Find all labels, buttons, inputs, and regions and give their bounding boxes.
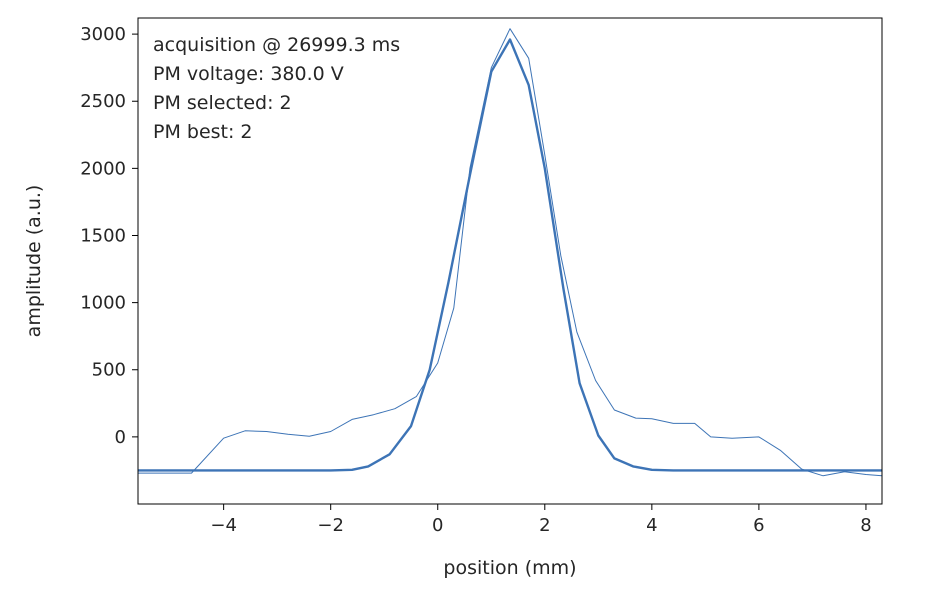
annotation-block: acquisition @ 26999.3 ms PM voltage: 380.… — [153, 34, 400, 143]
annotation-line: PM selected: 2 — [153, 92, 292, 114]
y-tick-label: 2000 — [80, 158, 126, 179]
annotation-line: acquisition @ 26999.3 ms — [153, 34, 400, 56]
annotation-line: PM best: 2 — [153, 121, 253, 143]
series-line-thin — [138, 28, 883, 477]
x-axis-ticks: −4 −2 0 2 4 6 8 — [210, 504, 872, 536]
y-tick-label: 1500 — [80, 225, 126, 246]
x-tick-label: 6 — [753, 515, 764, 536]
x-tick-label: −2 — [317, 515, 344, 536]
plot-area — [138, 18, 882, 504]
series-layer — [138, 28, 883, 477]
y-tick-label: 1000 — [80, 293, 126, 314]
x-tick-label: 8 — [860, 515, 871, 536]
y-tick-label: 0 — [115, 427, 126, 448]
x-tick-label: 0 — [432, 515, 443, 536]
y-tick-label: 3000 — [80, 24, 126, 45]
x-tick-label: 2 — [539, 515, 550, 536]
annotation-line: PM voltage: 380.0 V — [153, 63, 344, 85]
x-tick-label: 4 — [646, 515, 657, 536]
x-tick-label: −4 — [210, 515, 237, 536]
y-axis-label: amplitude (a.u.) — [23, 185, 45, 338]
y-axis-ticks: 0 500 1000 1500 2000 2500 3000 — [80, 24, 138, 448]
x-axis-label: position (mm) — [443, 557, 576, 579]
y-tick-label: 500 — [92, 360, 126, 381]
series-line-thick — [138, 38, 882, 472]
y-tick-label: 2500 — [80, 91, 126, 112]
plot-frame — [137, 17, 883, 505]
